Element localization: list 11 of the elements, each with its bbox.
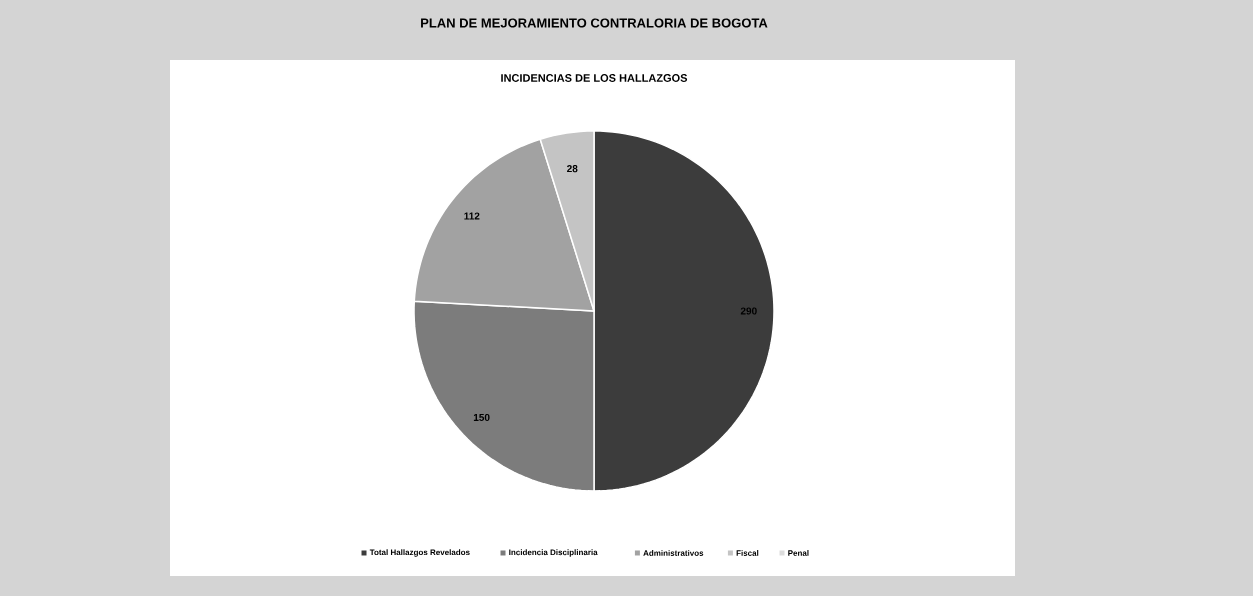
chart-title: PLAN DE MEJORAMIENTO CONTRALORIA DE BOGOTA [421, 18, 768, 28]
legend-label: Incidencia Disciplinaria [509, 549, 598, 557]
legend-label: Penal [788, 550, 809, 556]
legend-label: Administrativos [643, 550, 704, 556]
legend-label: Fiscal [736, 550, 759, 556]
data-label: 150 [473, 413, 490, 421]
data-label: 28 [567, 165, 578, 173]
legend-label: Total Hallazgos Revelados [369, 549, 470, 557]
chart-subtitle: INCIDENCIAS DE LOS HALLAZGOS [501, 74, 688, 82]
data-label: 290 [740, 307, 757, 315]
data-label: 112 [464, 212, 480, 220]
